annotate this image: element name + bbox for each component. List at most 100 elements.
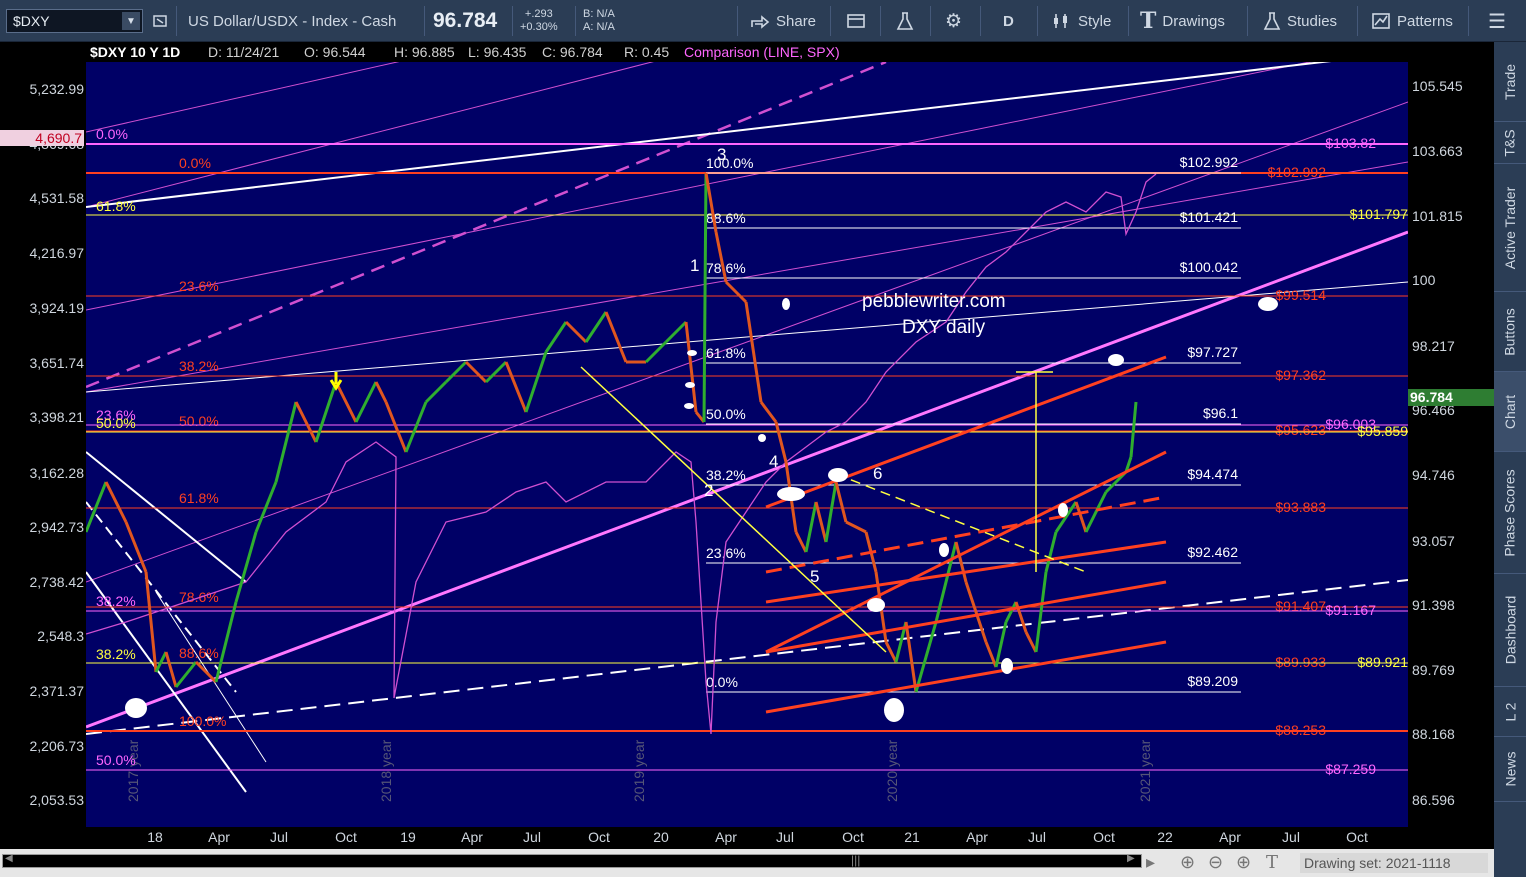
marker-ellipse bbox=[939, 543, 949, 557]
drawing-tool-icon[interactable]: T bbox=[1266, 852, 1279, 873]
left-axis-tick: 4,216.97 bbox=[29, 245, 85, 261]
right-axis-tick: 93.057 bbox=[1412, 533, 1455, 549]
price-segment bbox=[1129, 401, 1138, 458]
fib-red-pct: 0.0% bbox=[179, 155, 211, 171]
zoom-in-icon[interactable]: ⊕ bbox=[1236, 852, 1252, 872]
side-tab-phase-scores[interactable]: Phase Scores bbox=[1494, 452, 1526, 574]
side-tab-chart[interactable]: Chart bbox=[1494, 372, 1526, 452]
patterns-button[interactable]: Patterns bbox=[1371, 0, 1453, 42]
left-axis-tick: 2,942.73 bbox=[29, 519, 85, 535]
right-axis-tick: 96.466 bbox=[1412, 402, 1455, 418]
watermark-site: pebblewriter.com bbox=[862, 291, 1006, 312]
crosshair-icon[interactable]: ⊕ bbox=[1180, 852, 1196, 872]
right-price-axis: 105.545 103.663 101.815 100 98.217 96.466 94.7… bbox=[1408, 42, 1494, 827]
right-axis-tick: 105.545 bbox=[1412, 78, 1463, 94]
fib-red-value: $95.623 bbox=[1275, 422, 1326, 438]
studies-icon bbox=[1263, 12, 1281, 30]
time-axis-tick: Oct bbox=[335, 829, 357, 845]
white-channel-line bbox=[86, 501, 237, 693]
left-axis-tick: 3,162.28 bbox=[29, 465, 85, 481]
style-button[interactable]: Style bbox=[1052, 0, 1111, 42]
marker-ellipse bbox=[684, 403, 694, 409]
side-tab-dashboard[interactable]: Dashboard bbox=[1494, 574, 1526, 687]
price-segment bbox=[964, 581, 988, 643]
gear-icon[interactable]: ⚙ bbox=[945, 10, 963, 32]
fib-white-value: $94.474 bbox=[1187, 466, 1238, 482]
price-segment bbox=[544, 321, 568, 353]
period-button[interactable]: D bbox=[1003, 12, 1014, 30]
chart-canvas[interactable]: 2017 year 2018 year 2019 year 2020 year 2021… bbox=[86, 62, 1408, 827]
marker-ellipse bbox=[758, 434, 766, 442]
fib-red-value: $89.933 bbox=[1275, 654, 1326, 670]
red-channel-line bbox=[765, 580, 1167, 654]
wave-label: 4 bbox=[769, 452, 778, 471]
fib-magenta-pct: 0.0% bbox=[96, 126, 128, 142]
side-tab-label: Trade bbox=[1502, 63, 1518, 100]
side-tabs: Trade T&S Active Trader Buttons Chart Phase S… bbox=[1494, 42, 1526, 877]
scroll-right-icon[interactable]: ▶ bbox=[1127, 853, 1135, 864]
price-segment bbox=[124, 521, 148, 573]
channel-line bbox=[86, 62, 400, 133]
wave-label: 5 bbox=[810, 567, 819, 586]
share-button[interactable]: Share bbox=[750, 0, 816, 42]
price-segment bbox=[684, 321, 698, 413]
bottom-bar: ◀ ||| ▶ ▸ ⊕ ⊖ ⊕ T Drawing set: 2021-1118 bbox=[0, 849, 1494, 877]
yellow-trendline bbox=[580, 366, 887, 653]
side-tab-label: L 2 bbox=[1501, 702, 1518, 721]
price-segment bbox=[1124, 456, 1133, 473]
studies-button[interactable]: Studies bbox=[1263, 0, 1337, 42]
drawings-button[interactable]: T Drawings bbox=[1140, 0, 1225, 42]
fib-red-pct: 38.2% bbox=[179, 358, 219, 374]
price-segment bbox=[584, 311, 608, 343]
dropdown-icon[interactable]: ▼ bbox=[122, 12, 140, 30]
style-icon bbox=[1054, 14, 1067, 28]
dashed-channel-line bbox=[86, 62, 887, 389]
price-segment bbox=[814, 501, 828, 543]
price-segment bbox=[759, 401, 778, 423]
side-tab-label: News bbox=[1502, 751, 1519, 787]
left-axis-tick: 2,738.42 bbox=[29, 574, 85, 590]
price-segment bbox=[464, 360, 488, 384]
scroll-thumb-icon[interactable]: ||| bbox=[851, 853, 861, 867]
white-channel-line bbox=[86, 571, 247, 793]
price-segment bbox=[374, 381, 388, 403]
scroll-left-icon[interactable]: ◀ bbox=[5, 853, 13, 864]
time-axis-tick: 20 bbox=[653, 829, 669, 845]
side-tab-news[interactable]: News bbox=[1494, 737, 1526, 802]
time-scrollbar[interactable]: ◀ ||| ▶ bbox=[2, 853, 1142, 868]
fib-red-value: $93.883 bbox=[1275, 499, 1326, 515]
drawing-set-selector[interactable]: Drawing set: 2021-1118 bbox=[1300, 853, 1488, 873]
price-segment bbox=[744, 301, 763, 403]
price-segment bbox=[984, 641, 998, 668]
price-segment bbox=[904, 621, 918, 693]
fib-red-value: $99.514 bbox=[1275, 287, 1326, 303]
side-tab-l-2[interactable]: L 2 bbox=[1494, 687, 1526, 737]
fib-white-value: $89.209 bbox=[1187, 673, 1238, 689]
price-segment bbox=[294, 401, 318, 443]
flask-icon[interactable] bbox=[896, 0, 914, 42]
header-low: L: 96.435 bbox=[468, 44, 527, 60]
bid-ask-block: B: N/A A: N/A bbox=[583, 0, 615, 42]
side-tab-t-s[interactable]: T&S bbox=[1494, 122, 1526, 164]
wave-label: 6 bbox=[873, 464, 882, 483]
zoom-out-icon[interactable]: ⊖ bbox=[1208, 852, 1224, 872]
price-segment bbox=[1034, 571, 1048, 653]
menu-icon[interactable]: ☰ bbox=[1488, 10, 1506, 33]
red-dashed-line bbox=[765, 495, 1167, 574]
year-mark: 2021 year bbox=[1137, 739, 1153, 802]
symbol-text: $DXY bbox=[13, 13, 50, 29]
marker-ellipse bbox=[125, 698, 147, 718]
fib-white-pct: 78.6% bbox=[706, 260, 746, 276]
symbol-input[interactable]: $DXY ▼ bbox=[6, 9, 143, 33]
swap-icon[interactable] bbox=[148, 0, 172, 42]
fib-magenta-value: $96.003 bbox=[1325, 416, 1376, 432]
side-tab-buttons[interactable]: Buttons bbox=[1494, 292, 1526, 372]
chart-plot[interactable]: 2017 year 2018 year 2019 year 2020 year 2021… bbox=[86, 62, 1408, 827]
window-icon[interactable] bbox=[846, 0, 866, 42]
fib-white-pct: 50.0% bbox=[706, 406, 746, 422]
side-tab-active-trader[interactable]: Active Trader bbox=[1494, 164, 1526, 292]
next-icon[interactable]: ▸ bbox=[1146, 852, 1156, 872]
time-axis-tick: Apr bbox=[461, 829, 483, 845]
side-tab-label: Chart bbox=[1502, 394, 1519, 429]
side-tab-trade[interactable]: Trade bbox=[1494, 42, 1526, 122]
